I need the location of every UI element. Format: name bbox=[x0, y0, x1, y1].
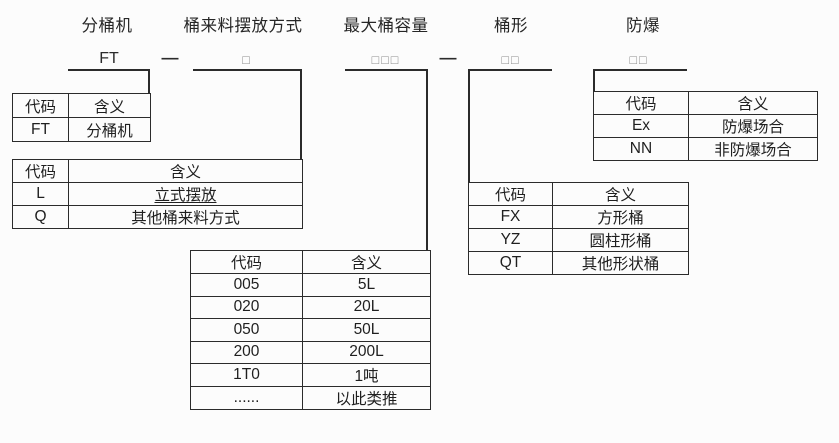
category-label-machine: 分桶机 bbox=[81, 17, 133, 35]
table-row: 1T0 1吨 bbox=[190, 363, 431, 387]
code-placeholder-capacity: □□□ bbox=[371, 53, 401, 67]
table-row: 200 200L bbox=[190, 340, 431, 364]
table-cell: 200L bbox=[302, 340, 431, 364]
code-underline-placement bbox=[193, 69, 302, 71]
table-cell: 以此类推 bbox=[302, 386, 431, 410]
table-cell: FT bbox=[12, 117, 69, 142]
category-label-placement: 桶来料摆放方式 bbox=[183, 17, 303, 35]
table-cell: L bbox=[12, 182, 69, 206]
table-header-cell: 含义 bbox=[688, 91, 818, 115]
code-underline-explosion bbox=[593, 69, 687, 71]
table-cell: 分桶机 bbox=[68, 117, 151, 142]
table-row: FT 分桶机 bbox=[12, 117, 151, 142]
table-cell: 050 bbox=[190, 318, 303, 342]
table-cell: 其他桶来料方式 bbox=[68, 205, 303, 229]
code-underline-capacity bbox=[345, 69, 428, 71]
connector-line-shape bbox=[468, 69, 470, 183]
table-cell: 1T0 bbox=[190, 363, 303, 387]
table-cell: 200 bbox=[190, 340, 303, 364]
legend-table-explosion: 代码 含义 Ex 防爆场合 NN 非防爆场合 bbox=[593, 91, 818, 161]
table-header-cell: 含义 bbox=[552, 182, 689, 206]
table-header-cell: 代码 bbox=[12, 93, 69, 118]
table-cell: 1吨 bbox=[302, 363, 431, 387]
table-cell: Q bbox=[12, 205, 69, 229]
table-cell: 5L bbox=[302, 273, 431, 297]
connector-line-explosion bbox=[593, 69, 595, 92]
connector-line-placement bbox=[300, 69, 302, 161]
table-cell: Ex bbox=[593, 114, 689, 138]
table-cell: 圆柱形桶 bbox=[552, 228, 689, 252]
table-row: FX 方形桶 bbox=[468, 205, 689, 229]
category-label-explosion: 防爆 bbox=[626, 17, 660, 35]
table-cell: 020 bbox=[190, 295, 303, 319]
table-cell: YZ bbox=[468, 228, 553, 252]
connector-line-capacity bbox=[426, 69, 428, 251]
category-label-shape: 桶形 bbox=[494, 17, 528, 35]
code-segment-machine: FT bbox=[99, 50, 119, 67]
table-cell: 50L bbox=[302, 318, 431, 342]
table-cell: 方形桶 bbox=[552, 205, 689, 229]
table-header-cell: 代码 bbox=[468, 182, 553, 206]
code-underline-machine bbox=[68, 69, 150, 71]
table-cell: 防爆场合 bbox=[688, 114, 818, 138]
table-header-cell: 含义 bbox=[68, 159, 303, 183]
legend-table-machine: 代码 含义 FT 分桶机 bbox=[12, 93, 151, 142]
table-cell: 005 bbox=[190, 273, 303, 297]
legend-table-shape: 代码 含义 FX 方形桶 YZ 圆柱形桶 QT 其他形状桶 bbox=[468, 182, 689, 275]
legend-table-capacity: 代码 含义 005 5L 020 20L 050 50L 200 200L 1T… bbox=[190, 250, 431, 410]
table-row: L 立式摆放 bbox=[12, 182, 303, 206]
table-cell: FX bbox=[468, 205, 553, 229]
code-placeholder-explosion: □□ bbox=[629, 53, 649, 67]
table-cell: 非防爆场合 bbox=[688, 137, 818, 161]
table-cell: ...... bbox=[190, 386, 303, 410]
table-header-cell: 代码 bbox=[593, 91, 689, 115]
table-row: NN 非防爆场合 bbox=[593, 137, 818, 161]
table-header-cell: 含义 bbox=[302, 250, 431, 274]
table-cell: 其他形状桶 bbox=[552, 251, 689, 275]
table-row: QT 其他形状桶 bbox=[468, 251, 689, 275]
table-header-cell: 含义 bbox=[68, 93, 151, 118]
code-separator-dash: — bbox=[161, 48, 179, 67]
table-header-cell: 代码 bbox=[190, 250, 303, 274]
table-row: ...... 以此类推 bbox=[190, 386, 431, 410]
table-cell: 立式摆放 bbox=[68, 182, 303, 206]
legend-table-placement: 代码 含义 L 立式摆放 Q 其他桶来料方式 bbox=[12, 159, 303, 229]
table-row: 050 50L bbox=[190, 318, 431, 342]
table-row: Q 其他桶来料方式 bbox=[12, 205, 303, 229]
table-header-cell: 代码 bbox=[12, 159, 69, 183]
table-row: YZ 圆柱形桶 bbox=[468, 228, 689, 252]
code-placeholder-placement: □ bbox=[242, 53, 252, 67]
connector-line-machine bbox=[148, 69, 150, 94]
table-cell: 20L bbox=[302, 295, 431, 319]
code-underline-shape bbox=[468, 69, 552, 71]
table-row: 020 20L bbox=[190, 295, 431, 319]
code-separator-dash: — bbox=[439, 48, 457, 67]
code-placeholder-shape: □□ bbox=[501, 53, 521, 67]
table-cell: QT bbox=[468, 251, 553, 275]
table-cell: NN bbox=[593, 137, 689, 161]
category-label-capacity: 最大桶容量 bbox=[343, 17, 429, 35]
table-row: 005 5L bbox=[190, 273, 431, 297]
table-row: Ex 防爆场合 bbox=[593, 114, 818, 138]
